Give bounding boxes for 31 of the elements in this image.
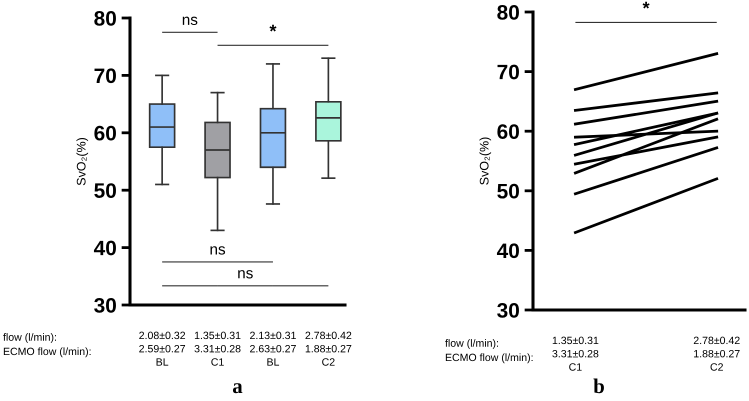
text: flow (l/min):: [3, 333, 56, 343]
y-tick-label: 80: [94, 11, 116, 26]
y-tick-label: 70: [94, 68, 116, 84]
x-tick-label: 2.78±0.42 1.88±0.27 C2: [694, 336, 740, 371]
y-axis-title: SvO₂(%): [479, 137, 492, 185]
annotation: ns: [182, 16, 198, 26]
annotation: ns: [210, 246, 226, 255]
y-tick-label: 70: [498, 64, 519, 80]
x-tick-label: 2.13±0.31 2.63±0.27 BL: [250, 332, 296, 366]
y-tick-label: 40: [496, 243, 519, 258]
text: b: [593, 378, 604, 394]
y-tick-label: 60: [497, 124, 519, 139]
y-tick-label: 30: [497, 303, 519, 318]
x-tick-label: 1.35±0.31 3.31±0.28 C1: [194, 332, 241, 366]
x-tick-label: 1.35±0.31 3.31±0.28 C1: [552, 336, 598, 371]
annotation: ns: [238, 270, 253, 278]
y-tick-label: 40: [94, 240, 116, 256]
y-tick-label: 60: [94, 126, 116, 141]
y-tick-label: 30: [94, 298, 116, 313]
y-tick-label: 80: [497, 5, 519, 20]
text: *: [642, 2, 650, 9]
text: ECMO flow (l/min):: [4, 347, 91, 358]
x-tick-label: 2.78±0.42 1.88±0.27 C2: [305, 332, 352, 366]
text: a: [232, 383, 242, 394]
annotation: *: [270, 24, 276, 32]
text: ECMO flow (l/min):: [446, 353, 533, 364]
y-tick-label: 50: [497, 184, 519, 199]
x-tick-label: 2.08±0.32 2.59±0.27 BL: [139, 332, 186, 366]
text: flow (l/min):: [445, 339, 498, 349]
y-axis-title: SvO₂(%): [76, 138, 88, 186]
y-tick-label: 50: [94, 183, 116, 198]
